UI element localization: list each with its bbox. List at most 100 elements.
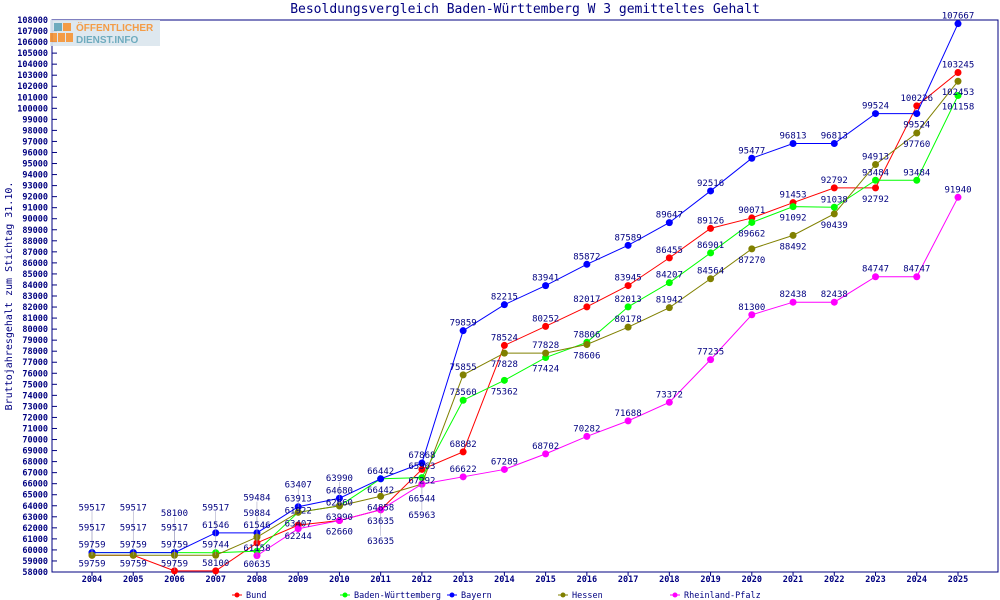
series-line bbox=[92, 80, 959, 556]
y-tick-label: 67000 bbox=[22, 469, 48, 479]
data-label: 59744 bbox=[202, 541, 229, 551]
data-point bbox=[500, 301, 508, 309]
data-label: 85872 bbox=[573, 252, 600, 262]
data-label: 59517 bbox=[161, 523, 188, 533]
y-tick-label: 103000 bbox=[17, 71, 48, 81]
data-label: 65963 bbox=[408, 511, 435, 521]
data-point bbox=[872, 160, 880, 168]
logo-line1: ÖFFENTLICHER bbox=[76, 21, 154, 34]
data-label: 63407 bbox=[285, 519, 312, 529]
data-point bbox=[624, 417, 632, 425]
data-label: 91038 bbox=[821, 195, 848, 205]
data-label: 99524 bbox=[903, 121, 930, 131]
x-tick-label: 2024 bbox=[907, 575, 927, 585]
data-label: 82013 bbox=[615, 295, 642, 305]
y-tick-label: 75000 bbox=[22, 380, 48, 390]
data-label: 78606 bbox=[573, 352, 600, 362]
data-point bbox=[500, 376, 508, 384]
data-label: 82215 bbox=[491, 293, 518, 303]
data-label: 59517 bbox=[78, 503, 105, 513]
legend-label: Bund bbox=[246, 591, 266, 600]
data-label: 86455 bbox=[656, 246, 683, 256]
data-label: 79859 bbox=[450, 319, 477, 329]
data-point bbox=[748, 245, 756, 253]
y-tick-label: 96000 bbox=[22, 148, 48, 158]
data-label: 92792 bbox=[821, 176, 848, 186]
data-label: 63990 bbox=[326, 513, 353, 523]
data-point bbox=[459, 371, 467, 379]
data-point bbox=[707, 187, 715, 195]
y-tick-label: 99000 bbox=[22, 115, 48, 125]
series-line bbox=[92, 23, 959, 554]
data-point bbox=[789, 140, 797, 148]
y-tick-label: 61000 bbox=[22, 535, 48, 545]
data-label: 71688 bbox=[615, 409, 642, 419]
data-label: 89662 bbox=[738, 229, 765, 239]
data-label: 73560 bbox=[450, 388, 477, 398]
data-label: 58100 bbox=[202, 559, 229, 569]
data-point bbox=[872, 110, 880, 118]
y-tick-label: 65000 bbox=[22, 491, 48, 501]
x-tick-label: 2010 bbox=[329, 575, 349, 585]
x-tick-label: 2019 bbox=[700, 575, 720, 585]
x-tick-label: 2008 bbox=[247, 575, 267, 585]
data-label: 77828 bbox=[532, 341, 559, 351]
y-tick-label: 80000 bbox=[22, 325, 48, 335]
series-line bbox=[92, 95, 959, 554]
x-tick-label: 2014 bbox=[494, 575, 514, 585]
data-label: 66622 bbox=[450, 465, 477, 475]
data-point bbox=[583, 260, 591, 268]
y-tick-label: 64000 bbox=[22, 502, 48, 512]
data-point bbox=[913, 176, 921, 184]
x-tick-label: 2005 bbox=[123, 575, 143, 585]
data-point bbox=[954, 193, 962, 201]
data-label: 86901 bbox=[697, 241, 724, 251]
data-label: 60635 bbox=[243, 560, 270, 570]
data-label: 61158 bbox=[243, 544, 270, 554]
data-label: 87270 bbox=[738, 256, 765, 266]
data-label: 65963 bbox=[408, 462, 435, 472]
legend-label: Baden-Württemberg bbox=[354, 591, 441, 600]
data-label: 80252 bbox=[532, 314, 559, 324]
y-tick-label: 81000 bbox=[22, 314, 48, 324]
y-tick-label: 66000 bbox=[22, 480, 48, 490]
y-tick-label: 95000 bbox=[22, 160, 48, 170]
legend-marker bbox=[342, 592, 348, 598]
y-tick-label: 94000 bbox=[22, 171, 48, 181]
y-tick-label: 86000 bbox=[22, 259, 48, 269]
data-point bbox=[954, 68, 962, 76]
watermark-logo: ÖFFENTLICHER DIENST.INFO bbox=[50, 20, 160, 46]
y-tick-label: 60000 bbox=[22, 546, 48, 556]
y-tick-label: 100000 bbox=[17, 104, 48, 114]
data-point bbox=[294, 525, 302, 533]
data-point bbox=[913, 110, 921, 118]
data-label: 82438 bbox=[780, 290, 807, 300]
y-tick-label: 91000 bbox=[22, 204, 48, 214]
y-tick-label: 63000 bbox=[22, 513, 48, 523]
data-label: 73372 bbox=[656, 390, 683, 400]
data-label: 91092 bbox=[780, 214, 807, 224]
data-label: 102453 bbox=[942, 88, 975, 98]
data-point bbox=[954, 92, 962, 100]
data-label: 101158 bbox=[942, 103, 975, 113]
data-point bbox=[872, 273, 880, 281]
y-tick-label: 59000 bbox=[22, 557, 48, 567]
data-label: 66544 bbox=[408, 495, 435, 505]
y-tick-label: 101000 bbox=[17, 93, 48, 103]
x-tick-label: 2015 bbox=[535, 575, 555, 585]
series-baden-w-rttemberg bbox=[88, 92, 962, 557]
data-point bbox=[459, 327, 467, 335]
y-tick-label: 58000 bbox=[22, 568, 48, 578]
x-tick-label: 2021 bbox=[783, 575, 803, 585]
data-label: 59517 bbox=[78, 523, 105, 533]
data-point bbox=[707, 356, 715, 364]
legend-marker bbox=[234, 592, 240, 598]
data-point bbox=[500, 349, 508, 357]
data-label: 62244 bbox=[285, 532, 312, 542]
data-label: 77424 bbox=[532, 365, 559, 375]
data-point bbox=[789, 203, 797, 211]
data-label: 68882 bbox=[450, 440, 477, 450]
data-label: 91940 bbox=[944, 185, 971, 195]
data-point bbox=[830, 210, 838, 218]
data-point bbox=[665, 304, 673, 312]
